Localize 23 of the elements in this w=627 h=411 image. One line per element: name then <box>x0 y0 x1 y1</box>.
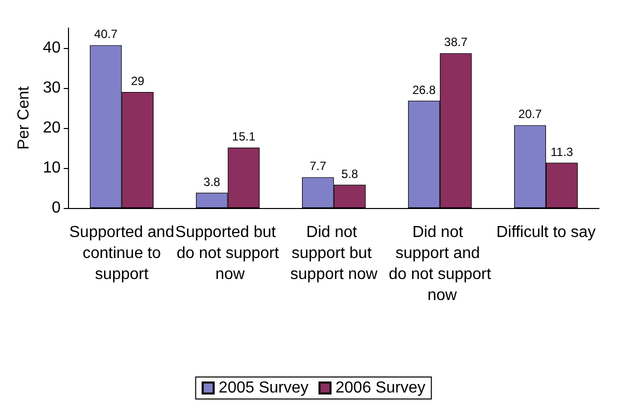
data-label: 3.8 <box>204 174 221 189</box>
y-tick-label: 0 <box>52 200 61 216</box>
data-label: 26.8 <box>412 82 436 97</box>
data-label: 29 <box>130 74 145 88</box>
data-label: 40.7 <box>94 27 118 42</box>
data-label: 11.3 <box>550 144 574 159</box>
x-tick-label: Difficult to say <box>496 224 596 241</box>
data-label: 7.7 <box>310 159 327 174</box>
data-label: 38.7 <box>444 35 468 50</box>
x-tick-label: Supported but do not support now <box>175 224 280 283</box>
legend-label: 2005 Survey <box>218 380 309 396</box>
y-tick-label: 10 <box>42 160 61 176</box>
x-tick-label: Supported and continue to support <box>69 224 174 283</box>
data-label: 15.1 <box>232 130 256 144</box>
data-label: 5.8 <box>341 166 358 181</box>
y-tick-label: 20 <box>42 120 61 136</box>
y-tick-label: 30 <box>42 80 61 96</box>
y-tick-label: 40 <box>42 40 61 56</box>
data-label: 20.7 <box>518 107 542 122</box>
x-tick-label: Did not support but support now <box>290 224 378 283</box>
x-tick-label: Did not support and do not support now <box>388 224 492 304</box>
legend-label: 2006 Survey <box>336 380 426 396</box>
y-axis-title: Per Cent <box>16 86 32 150</box>
